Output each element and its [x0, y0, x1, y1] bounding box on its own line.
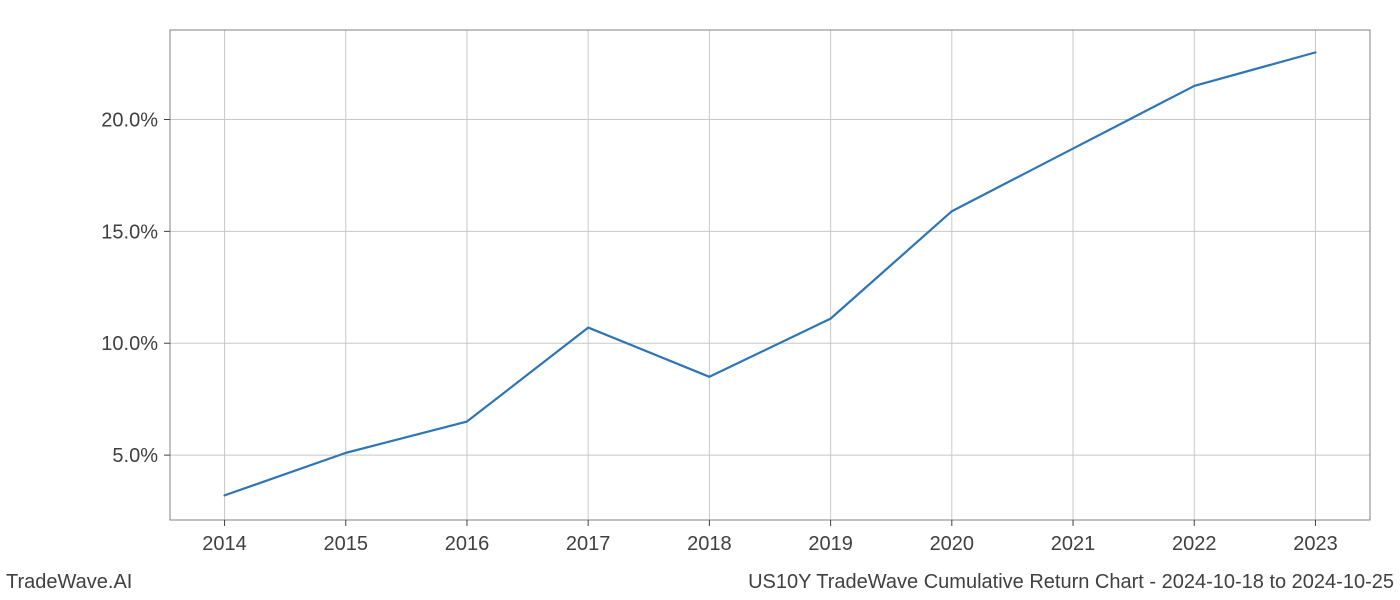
x-tick-label: 2021 — [1051, 533, 1096, 555]
line-chart: 2014 2015 2016 2017 2018 2019 2020 2021 2022 2023… — [0, 0, 1400, 600]
x-tick-label: 2017 — [566, 533, 611, 555]
x-tick-label: 2014 — [202, 533, 247, 555]
x-tick-label: 2023 — [1293, 533, 1338, 555]
y-tick-label: 10.0% — [101, 333, 158, 355]
x-tick-label: 2020 — [930, 533, 975, 555]
chart-stage: 2014 2015 2016 2017 2018 2019 2020 2021 2022 2023… — [0, 0, 1400, 600]
x-tick-label: 2018 — [687, 533, 732, 555]
y-tick-label: 20.0% — [101, 109, 158, 131]
footer-source: TradeWave.AI — [6, 571, 132, 594]
x-tick-label: 2022 — [1172, 533, 1217, 555]
footer-caption: US10Y TradeWave Cumulative Return Chart … — [748, 571, 1394, 594]
y-tick-label: 15.0% — [101, 221, 158, 243]
x-tick-label: 2019 — [808, 533, 853, 555]
y-tick-label: 5.0% — [112, 445, 158, 467]
x-tick-label: 2015 — [324, 533, 369, 555]
x-tick-label: 2016 — [445, 533, 490, 555]
